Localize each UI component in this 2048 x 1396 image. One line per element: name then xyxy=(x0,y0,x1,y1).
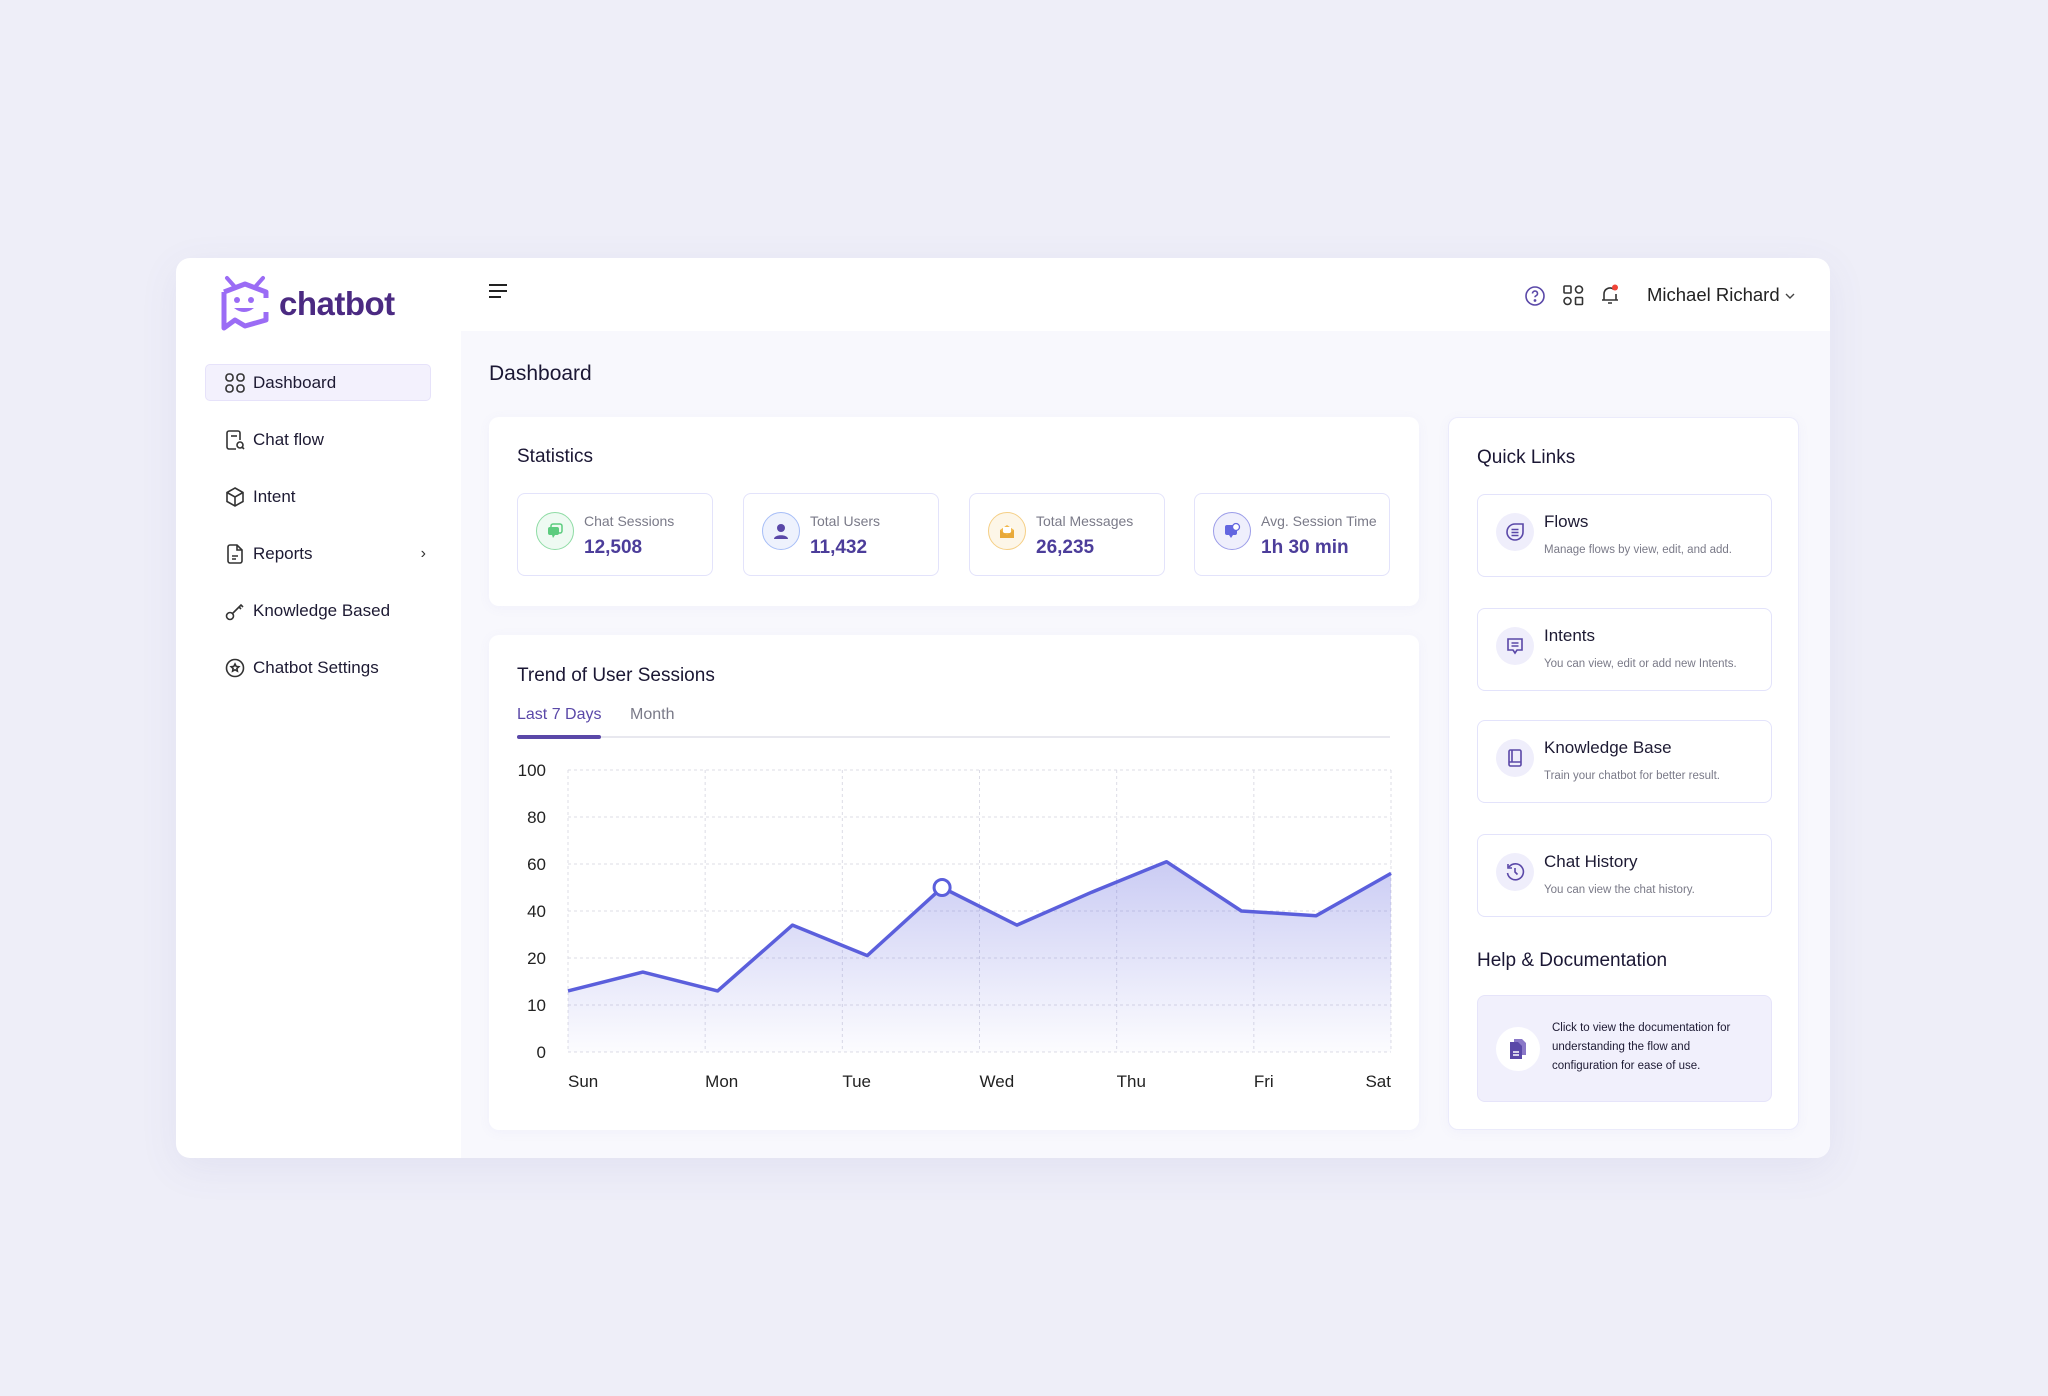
chevron-down-icon[interactable] xyxy=(1784,291,1796,301)
y-tick-label: 100 xyxy=(518,761,546,780)
logo[interactable]: chatbot xyxy=(219,274,395,334)
trend-card: Trend of User Sessions Last 7 Days Month… xyxy=(489,635,1419,1130)
help-title: Help & Documentation xyxy=(1477,950,1668,971)
sidebar-item-reports[interactable]: Reports › xyxy=(205,535,431,572)
sidebar-item-label: Dashboard xyxy=(253,372,337,392)
quick-link-title: Knowledge Base xyxy=(1544,738,1672,757)
stat-chat-sessions: Chat Sessions 12,508 xyxy=(517,493,713,576)
y-tick-label: 60 xyxy=(527,855,546,874)
x-tick-label: Thu xyxy=(1117,1072,1146,1091)
sessions-chart: 0 10 20 40 60 80 100 Sun Mon Tue Wed Thu Fri Sat xyxy=(518,761,1392,1091)
statistics-title: Statistics xyxy=(517,446,594,467)
bell-icon[interactable] xyxy=(1599,283,1621,307)
documents-icon xyxy=(1496,1027,1540,1071)
series-area xyxy=(568,861,1391,1052)
quick-link-desc: You can view the chat history. xyxy=(1544,884,1695,896)
y-tick-label: 10 xyxy=(527,996,546,1015)
hamburger-icon[interactable] xyxy=(488,283,508,299)
envelope-icon xyxy=(988,512,1026,550)
page-title: Dashboard xyxy=(489,362,592,385)
file-text-icon xyxy=(227,543,243,564)
quick-link-knowledge-base[interactable]: Knowledge Base Train your chatbot for be… xyxy=(1477,720,1772,803)
sidebar-item-knowledge-based[interactable]: Knowledge Based xyxy=(205,592,431,629)
active-tab-indicator xyxy=(517,735,601,739)
tabs-divider xyxy=(517,736,1390,738)
trend-title: Trend of User Sessions xyxy=(517,665,715,686)
quick-link-desc: Manage flows by view, edit, and add. xyxy=(1544,544,1732,556)
stat-total-messages: Total Messages 26,235 xyxy=(969,493,1165,576)
stat-total-users: Total Users 11,432 xyxy=(743,493,939,576)
stat-value: 26,235 xyxy=(1036,537,1095,558)
statistics-card: Statistics Chat Sessions 12,508 Total Us… xyxy=(489,417,1419,606)
sidebar-item-chat-flow[interactable]: Chat flow xyxy=(205,421,431,458)
series-line xyxy=(567,859,1392,993)
quick-link-desc: Train your chatbot for better result. xyxy=(1544,770,1720,782)
x-tick-label: Sat xyxy=(1365,1072,1391,1091)
sidebar-item-dashboard[interactable]: Dashboard xyxy=(205,364,431,401)
tab-month[interactable]: Month xyxy=(630,706,675,723)
quick-link-title: Intents xyxy=(1544,626,1596,645)
x-tick-label: Fri xyxy=(1254,1072,1274,1091)
stat-label: Total Users xyxy=(810,513,881,529)
user-icon xyxy=(762,512,800,550)
x-tick-label: Wed xyxy=(980,1072,1015,1091)
sidebar-item-label: Intent xyxy=(253,486,296,506)
apps-icon[interactable] xyxy=(1562,284,1585,307)
book-icon xyxy=(1496,739,1534,777)
stat-value: 11,432 xyxy=(810,537,868,558)
chatbot-logo-icon xyxy=(221,276,269,331)
brand-name: chatbot xyxy=(279,285,395,322)
x-tick-label: Tue xyxy=(842,1072,871,1091)
tab-last-7-days[interactable]: Last 7 Days xyxy=(517,706,602,723)
quick-links-title: Quick Links xyxy=(1477,447,1576,468)
y-tick-label: 20 xyxy=(527,949,546,968)
stat-label: Avg. Session Time xyxy=(1261,513,1377,529)
history-icon xyxy=(1496,853,1534,891)
sidebar-item-label: Chat flow xyxy=(253,429,324,449)
sidebar-item-label: Reports xyxy=(253,543,313,563)
quick-link-title: Chat History xyxy=(1544,852,1638,871)
quick-link-title: Flows xyxy=(1544,512,1589,531)
x-tick-label: Mon xyxy=(705,1072,738,1091)
quick-links-card: Quick Links Flows Manage flows by view, … xyxy=(1448,417,1799,1130)
help-circle-icon[interactable] xyxy=(1524,285,1546,307)
highlight-point xyxy=(932,878,952,897)
x-tick-label: Sun xyxy=(568,1072,598,1091)
sidebar-item-chatbot-settings[interactable]: Chatbot Settings xyxy=(205,649,431,686)
help-text-line: understanding the flow and xyxy=(1552,1041,1691,1053)
app-window: chatbot Dashboard Chat flow Intent Repor… xyxy=(176,258,1830,1158)
document-search-icon xyxy=(226,429,245,450)
chevron-right-icon[interactable]: › xyxy=(420,544,426,562)
user-name[interactable]: Michael Richard xyxy=(1647,284,1780,305)
y-tick-label: 40 xyxy=(527,902,546,921)
stat-avg-session-time: Avg. Session Time 1h 30 min xyxy=(1194,493,1390,576)
quick-link-desc: You can view, edit or add new Intents. xyxy=(1544,658,1737,670)
chat-icon xyxy=(536,512,574,550)
help-documentation-link[interactable]: Click to view the documentation for unde… xyxy=(1477,995,1772,1102)
stat-label: Chat Sessions xyxy=(584,513,675,529)
message-text-icon xyxy=(1496,627,1534,665)
quick-link-chat-history[interactable]: Chat History You can view the chat histo… xyxy=(1477,834,1772,917)
settings-icon xyxy=(225,658,245,677)
quick-link-flows[interactable]: Flows Manage flows by view, edit, and ad… xyxy=(1477,494,1772,577)
help-text-line: Click to view the documentation for xyxy=(1552,1022,1731,1034)
grid-icon xyxy=(225,372,245,393)
stat-value: 12,508 xyxy=(584,537,643,558)
stat-value: 1h 30 min xyxy=(1261,537,1349,558)
y-tick-label: 0 xyxy=(537,1043,546,1062)
list-circle-icon xyxy=(1496,513,1534,551)
stat-label: Total Messages xyxy=(1036,513,1134,529)
cube-icon xyxy=(226,486,244,507)
y-tick-label: 80 xyxy=(527,808,546,827)
sidebar-item-label: Chatbot Settings xyxy=(253,657,379,677)
help-text-line: configuration for ease of use. xyxy=(1552,1060,1701,1072)
key-icon xyxy=(225,603,244,620)
quick-link-intents[interactable]: Intents You can view, edit or add new In… xyxy=(1477,608,1772,691)
sidebar-item-intent[interactable]: Intent xyxy=(205,478,431,515)
sidebar-item-label: Knowledge Based xyxy=(253,600,391,620)
chat-clock-icon xyxy=(1213,512,1251,550)
